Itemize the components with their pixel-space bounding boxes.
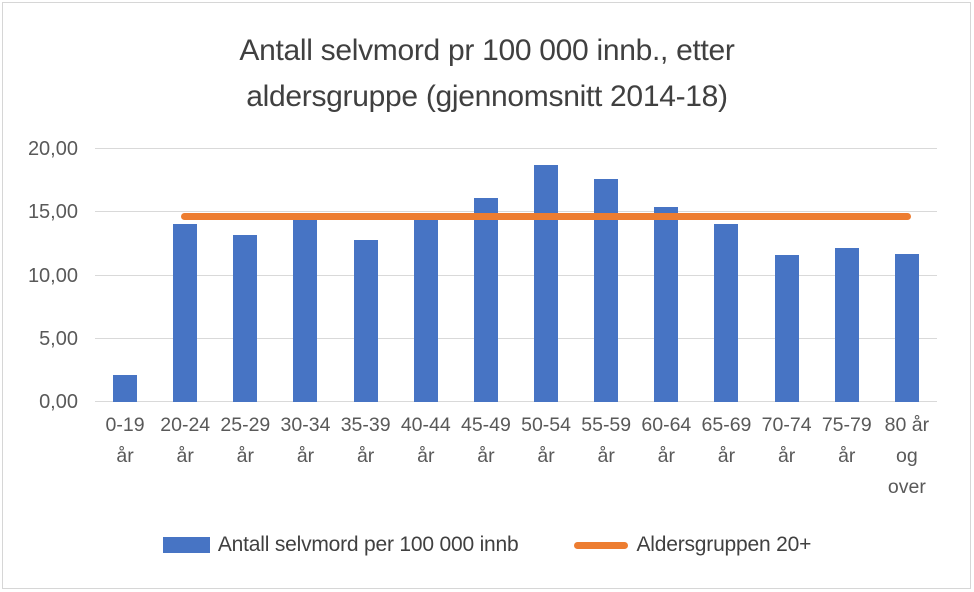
x-tick-label: 75-79 år xyxy=(821,414,872,467)
bar xyxy=(233,235,258,402)
x-tick-label: 60-64 år xyxy=(641,414,692,467)
bar xyxy=(173,223,198,402)
bar-column xyxy=(456,149,516,402)
x-tick-label: 35-39 år xyxy=(340,414,391,467)
legend-label-bars: Antall selvmord per 100 000 innb xyxy=(217,533,519,556)
bar-column xyxy=(877,149,937,402)
x-tick-label: 55-59 år xyxy=(581,414,632,467)
gridlines xyxy=(95,148,937,402)
y-axis: 0,00 5,00 10,00 15,00 20,00 xyxy=(0,139,78,412)
legend-label-line: Aldersgruppen 20+ xyxy=(636,533,812,556)
bars xyxy=(95,149,937,402)
gridline xyxy=(95,211,937,213)
bar xyxy=(113,375,138,402)
gridline xyxy=(95,337,937,339)
bar xyxy=(894,254,919,402)
bar-column xyxy=(95,149,155,402)
gridline xyxy=(95,274,937,276)
chart-title-line: Antall selvmord pr 100 000 innb., etter xyxy=(239,34,735,67)
bar xyxy=(413,214,438,402)
bar-column xyxy=(817,149,877,402)
x-tick-label: 65-69 år xyxy=(701,414,752,467)
chart-title-line: aldersgruppe (gjennomsnitt 2014-18) xyxy=(246,80,728,113)
y-tick-label: 15,00 xyxy=(27,201,78,224)
x-tick-label: 70-74 år xyxy=(761,414,812,467)
y-tick-label: 20,00 xyxy=(27,138,78,160)
bar-column xyxy=(696,149,756,402)
bar xyxy=(293,218,318,402)
bar-column xyxy=(215,149,275,402)
y-tick-label: 10,00 xyxy=(27,264,78,287)
bar xyxy=(473,198,498,402)
x-tick-label: 80 år og over xyxy=(884,414,930,498)
legend-item-bars: Antall selvmord per 100 000 innb xyxy=(162,533,519,557)
legend-item-line: Aldersgruppen 20+ xyxy=(574,533,811,557)
y-tick-label: 0,00 xyxy=(39,391,78,413)
bar-column xyxy=(336,149,396,402)
x-tick-label: 20-24 år xyxy=(160,414,211,467)
x-tick-label: 50-54 år xyxy=(521,414,571,467)
bar xyxy=(534,165,559,402)
bar-column xyxy=(636,149,696,402)
x-tick-label: 25-29 år xyxy=(220,414,271,467)
x-tick-label: 30-34 år xyxy=(280,414,331,467)
bar-column xyxy=(275,149,335,402)
gridline xyxy=(95,401,937,402)
y-tick-label: 5,00 xyxy=(39,327,78,350)
chart-title: Antall selvmord pr 100 000 innb., etter a… xyxy=(0,28,974,120)
average-line xyxy=(181,212,911,220)
x-tick-label: 45-49 år xyxy=(460,414,511,467)
bar xyxy=(774,255,799,402)
legend: Antall selvmord per 100 000 innb Aldersg… xyxy=(0,530,974,560)
bar xyxy=(353,240,378,402)
legend-bar-swatch-icon xyxy=(162,537,210,553)
bar-column xyxy=(757,149,817,402)
x-tick-label: 0-19 år xyxy=(105,414,145,467)
legend-line-marker-icon xyxy=(574,541,629,549)
bar xyxy=(714,223,739,402)
bar-column xyxy=(396,149,456,402)
bar xyxy=(654,207,679,402)
bar-column xyxy=(576,149,636,402)
gridline xyxy=(95,148,937,149)
bar-column xyxy=(155,149,215,402)
plot-area xyxy=(95,148,937,402)
x-axis: 0-19 år 20-24 år 25-29 år 30-34 år 35-39 år 4… xyxy=(95,410,937,503)
x-tick-label: 40-44 år xyxy=(400,414,451,467)
bar xyxy=(834,247,859,402)
bar-column xyxy=(516,149,576,402)
